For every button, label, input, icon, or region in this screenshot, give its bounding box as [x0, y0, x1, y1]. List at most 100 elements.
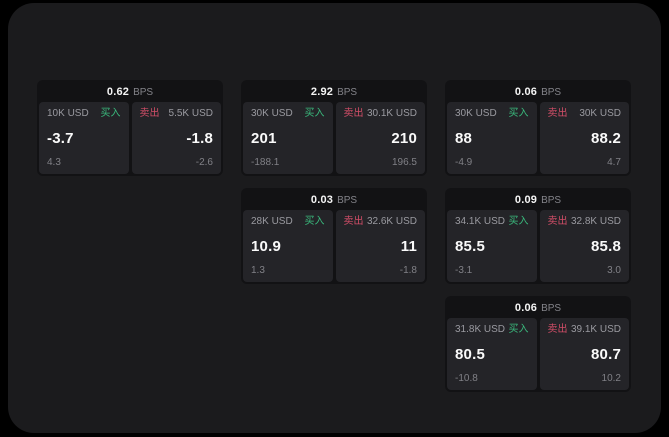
sell-size-label: 32.8K USD	[570, 216, 621, 227]
bps-value: 0.06	[514, 302, 538, 314]
buy-delta: -3.1	[455, 265, 473, 276]
buy-price: 10.9	[251, 238, 281, 255]
buy-price: 85.5	[455, 238, 485, 255]
quote-card: 0.62 BPS 10K USD 买入 -3.7 4.3 卖出 5.5K USD	[37, 80, 223, 176]
sell-side-label: 卖出	[547, 108, 568, 119]
bps-unit-label: BPS	[133, 86, 154, 98]
buy-panel[interactable]: 10K USD 买入 -3.7 4.3	[39, 102, 129, 174]
sell-size-label: 5.5K USD	[168, 108, 213, 119]
quote-card: 0.06 BPS 30K USD 买入 88 -4.9 卖出 30K USD	[445, 80, 631, 176]
sell-label-row: 卖出 39.1K USD	[548, 324, 622, 336]
sell-side-label: 卖出	[547, 216, 568, 227]
sell-price: 11	[400, 238, 417, 255]
bps-header: 2.92 BPS	[243, 82, 425, 102]
buy-side-label: 买入	[508, 324, 529, 335]
buy-side-label: 买入	[508, 108, 529, 119]
buy-panel[interactable]: 30K USD 买入 201 -188.1	[243, 102, 333, 174]
buy-delta: -4.9	[455, 157, 473, 168]
quote-panels: 28K USD 买入 10.9 1.3 卖出 32.6K USD 11 -1.8	[243, 210, 425, 282]
bps-unit-label: BPS	[541, 86, 562, 98]
buy-price: 88	[455, 130, 473, 147]
quote-panels: 10K USD 买入 -3.7 4.3 卖出 5.5K USD -1.8 -2.…	[39, 102, 221, 174]
quote-card: 0.06 BPS 31.8K USD 买入 80.5 -10.8 卖出 39.1…	[445, 296, 631, 392]
sell-delta: 4.7	[607, 157, 621, 168]
bps-unit-label: BPS	[541, 194, 562, 206]
buy-side-label: 买入	[304, 108, 325, 119]
bps-value: 2.92	[310, 86, 334, 98]
sell-label-row: 卖出 32.6K USD	[344, 216, 418, 228]
quote-card: 2.92 BPS 30K USD 买入 201 -188.1 卖出 30.1K …	[241, 80, 427, 176]
bps-header: 0.03 BPS	[243, 190, 425, 210]
sell-delta: 3.0	[607, 265, 621, 276]
buy-delta: 4.3	[47, 157, 61, 168]
sell-price: -1.8	[186, 130, 213, 147]
sell-panel[interactable]: 卖出 5.5K USD -1.8 -2.6	[131, 102, 221, 174]
sell-size-label: 32.6K USD	[366, 216, 417, 227]
bps-value: 0.06	[514, 86, 538, 98]
buy-panel[interactable]: 30K USD 买入 88 -4.9	[447, 102, 537, 174]
bps-value: 0.03	[310, 194, 334, 206]
sell-panel[interactable]: 卖出 32.8K USD 85.8 3.0	[539, 210, 629, 282]
sell-panel[interactable]: 卖出 32.6K USD 11 -1.8	[335, 210, 425, 282]
buy-panel[interactable]: 34.1K USD 买入 85.5 -3.1	[447, 210, 537, 282]
sell-delta: 196.5	[391, 157, 417, 168]
sell-price: 210	[391, 130, 417, 147]
sell-size-label: 39.1K USD	[570, 324, 621, 335]
buy-delta: -10.8	[455, 373, 478, 384]
buy-size-label: 31.8K USD	[455, 324, 506, 335]
buy-side-label: 买入	[508, 216, 529, 227]
buy-label-row: 10K USD 买入	[47, 108, 121, 120]
quote-card: 0.09 BPS 34.1K USD 买入 85.5 -3.1 卖出 32.8K…	[445, 188, 631, 284]
bps-header: 0.09 BPS	[447, 190, 629, 210]
quote-panels: 31.8K USD 买入 80.5 -10.8 卖出 39.1K USD 80.…	[447, 318, 629, 390]
buy-label-row: 30K USD 买入	[251, 108, 325, 120]
quote-board-surface: 0.62 BPS 10K USD 买入 -3.7 4.3 卖出 5.5K USD	[8, 3, 661, 433]
quote-card: 0.03 BPS 28K USD 买入 10.9 1.3 卖出 32.6K US…	[241, 188, 427, 284]
buy-size-label: 10K USD	[47, 108, 89, 119]
quote-panels: 34.1K USD 买入 85.5 -3.1 卖出 32.8K USD 85.8…	[447, 210, 629, 282]
sell-label-row: 卖出 5.5K USD	[140, 108, 214, 120]
sell-side-label: 卖出	[139, 108, 160, 119]
buy-label-row: 31.8K USD 买入	[455, 324, 529, 336]
bps-header: 0.06 BPS	[447, 298, 629, 318]
buy-price: 80.5	[455, 346, 485, 363]
sell-side-label: 卖出	[343, 108, 364, 119]
buy-label-row: 34.1K USD 买入	[455, 216, 529, 228]
sell-size-label: 30K USD	[579, 108, 621, 119]
sell-delta: 10.2	[601, 373, 621, 384]
bps-header: 0.62 BPS	[39, 82, 221, 102]
buy-size-label: 34.1K USD	[455, 216, 506, 227]
bps-header: 0.06 BPS	[447, 82, 629, 102]
buy-delta: 1.3	[251, 265, 265, 276]
sell-panel[interactable]: 卖出 30.1K USD 210 196.5	[335, 102, 425, 174]
sell-panel[interactable]: 卖出 39.1K USD 80.7 10.2	[539, 318, 629, 390]
bps-value: 0.09	[514, 194, 538, 206]
buy-side-label: 买入	[100, 108, 121, 119]
sell-price: 85.8	[591, 238, 621, 255]
sell-delta: -1.8	[399, 265, 417, 276]
buy-label-row: 28K USD 买入	[251, 216, 325, 228]
buy-label-row: 30K USD 买入	[455, 108, 529, 120]
buy-delta: -188.1	[251, 157, 280, 168]
bps-unit-label: BPS	[337, 194, 358, 206]
sell-panel[interactable]: 卖出 30K USD 88.2 4.7	[539, 102, 629, 174]
sell-label-row: 卖出 30.1K USD	[344, 108, 418, 120]
sell-side-label: 卖出	[343, 216, 364, 227]
buy-size-label: 30K USD	[251, 108, 293, 119]
sell-delta: -2.6	[195, 157, 213, 168]
bps-unit-label: BPS	[541, 302, 562, 314]
buy-panel[interactable]: 28K USD 买入 10.9 1.3	[243, 210, 333, 282]
sell-price: 88.2	[591, 130, 621, 147]
buy-price: 201	[251, 130, 277, 147]
buy-side-label: 买入	[304, 216, 325, 227]
bps-unit-label: BPS	[337, 86, 358, 98]
buy-size-label: 28K USD	[251, 216, 293, 227]
sell-side-label: 卖出	[547, 324, 568, 335]
quote-panels: 30K USD 买入 88 -4.9 卖出 30K USD 88.2 4.7	[447, 102, 629, 174]
sell-price: 80.7	[591, 346, 621, 363]
quote-grid: 0.62 BPS 10K USD 买入 -3.7 4.3 卖出 5.5K USD	[37, 80, 631, 392]
bps-value: 0.62	[106, 86, 130, 98]
buy-size-label: 30K USD	[455, 108, 497, 119]
sell-label-row: 卖出 32.8K USD	[548, 216, 622, 228]
buy-panel[interactable]: 31.8K USD 买入 80.5 -10.8	[447, 318, 537, 390]
